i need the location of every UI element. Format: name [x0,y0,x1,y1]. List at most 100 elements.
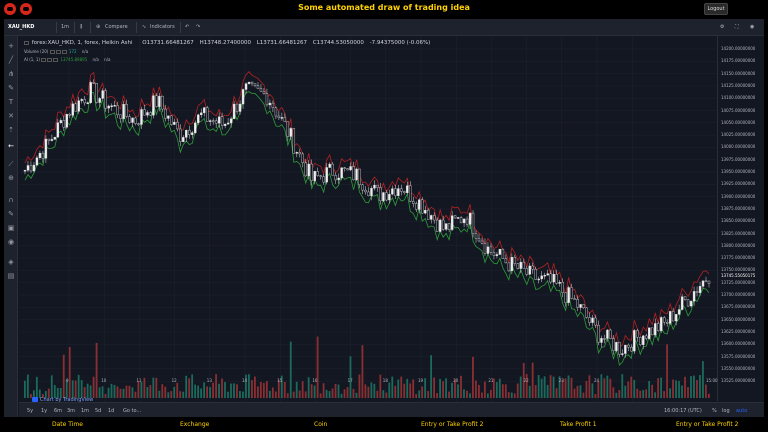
lock-icon[interactable]: ▣ [7,224,15,232]
candle-body [250,81,254,84]
candle-body [197,114,200,124]
volume-bar [567,375,570,398]
pitchfork-icon[interactable]: ⋔ [8,70,14,78]
ruler-icon[interactable]: ⟋ [8,160,14,168]
legend-settings-icon[interactable] [55,50,61,54]
range-1d[interactable]: 1d [108,408,115,414]
volume-bar [451,382,453,398]
candle-body [418,199,421,210]
candle-body [194,122,197,133]
hide-icon[interactable]: ◉ [7,238,15,246]
undo-icon[interactable]: ↶ [185,24,190,30]
legend-close-icon[interactable] [53,58,59,62]
volume-bar [367,386,370,398]
price-tick: 13700.00000000 [721,292,756,297]
range-6m[interactable]: 6m [54,408,63,414]
candle-body [295,152,299,154]
auto-toggle[interactable]: auto [736,408,748,414]
candle-body [582,304,585,309]
candle-body [113,105,116,107]
volume-bar [280,375,283,398]
candle-body [564,292,567,303]
candle-body [450,215,454,230]
log-toggle[interactable]: log [722,408,730,414]
time-tick: 17 [347,378,353,383]
volume-bar [158,390,161,398]
trash-icon[interactable]: ▤ [7,272,15,280]
price-tick: 14200.00000000 [721,46,756,51]
candle-body [495,254,499,256]
brush-icon[interactable]: ✎ [8,84,14,92]
price-tick: 13625.00000000 [721,328,756,334]
price-tick: 13950.00000000 [721,169,756,174]
candle-body [167,115,170,119]
crosshair-icon[interactable]: + [8,42,14,50]
pattern-icon[interactable]: ✕ [8,112,14,120]
volume-bar [116,386,119,398]
candle-body [74,103,77,112]
volume-bar [155,377,158,398]
goto-button[interactable]: Go to... [123,408,142,414]
zoom-icon[interactable]: ⊕ [8,174,14,182]
range-5d[interactable]: 5d [95,408,102,414]
compare-icon[interactable]: ⊕ [96,24,101,30]
legend-close-icon[interactable] [61,50,67,54]
range-1m[interactable]: 1m [81,408,90,414]
candle-body [456,217,460,219]
stay-drawing-icon[interactable]: ✎ [8,210,14,218]
legend-settings-icon[interactable] [47,58,53,62]
candle-body [26,165,30,171]
candle-body [421,199,424,214]
fullscreen-icon[interactable]: ⛶ [735,24,739,30]
range-3m[interactable]: 3m [67,408,76,414]
candle-body [654,323,657,336]
volume-bar [346,387,349,398]
indicators-icon[interactable]: ∿ [142,24,147,30]
volume-bar [98,387,101,398]
candle-body [310,163,313,181]
volume-bar [498,378,501,398]
price-tick: 13550.00000000 [721,365,756,371]
logout-button[interactable]: Logout [704,3,728,15]
prediction-icon[interactable]: ⇡ [8,126,14,134]
volume-bar [298,390,301,398]
price-axis[interactable]: 14200.00000000 14175.00000000 14150.000000… [717,36,764,401]
price-chart[interactable] [19,36,717,414]
legend-eye-icon[interactable] [41,58,47,62]
trend-line-icon[interactable]: ╱ [8,56,14,64]
volume-bar [370,382,373,398]
volume-bar [594,393,597,398]
volume-bar [418,390,421,398]
symbol-search[interactable]: XAU_HKD [8,24,35,30]
camera-icon[interactable]: ◉ [750,24,755,30]
back-arrow-icon[interactable]: ← [8,142,14,150]
legend-toggle-icon[interactable] [24,40,29,45]
volume-bar [394,385,397,398]
text-icon[interactable]: T [8,98,14,106]
legend-eye-icon[interactable] [49,50,55,54]
candle-body [140,109,143,125]
volume-bar [537,375,540,398]
compare-button[interactable]: Compare [105,24,128,30]
candle-body [513,257,517,264]
volume-bar [245,374,247,398]
volume-bar [113,384,116,398]
volume-bar [289,341,292,398]
price-tick: 13925.00000000 [721,181,756,187]
volume-bar [412,379,415,398]
redo-icon[interactable]: ↷ [196,24,201,30]
candle-body [588,317,591,323]
candle-body [677,309,681,315]
settings-icon[interactable]: ⚙ [720,24,725,30]
tradingview-watermark[interactable]: Chart by TradingView [32,397,93,403]
indicators-button[interactable]: Indicators [150,24,175,30]
magnet-icon[interactable]: ∩ [8,196,14,204]
range-1y[interactable]: 1y [41,408,48,414]
interval-button[interactable]: 1m [61,24,70,30]
range-5y[interactable]: 5y [27,408,34,414]
candle-body [289,128,293,137]
percent-toggle[interactable]: % [712,408,717,414]
layers-icon[interactable]: ◈ [8,258,14,266]
price-tick: 13825.00000000 [721,230,756,236]
candle-style-icon[interactable]: ⫼ [80,24,83,30]
